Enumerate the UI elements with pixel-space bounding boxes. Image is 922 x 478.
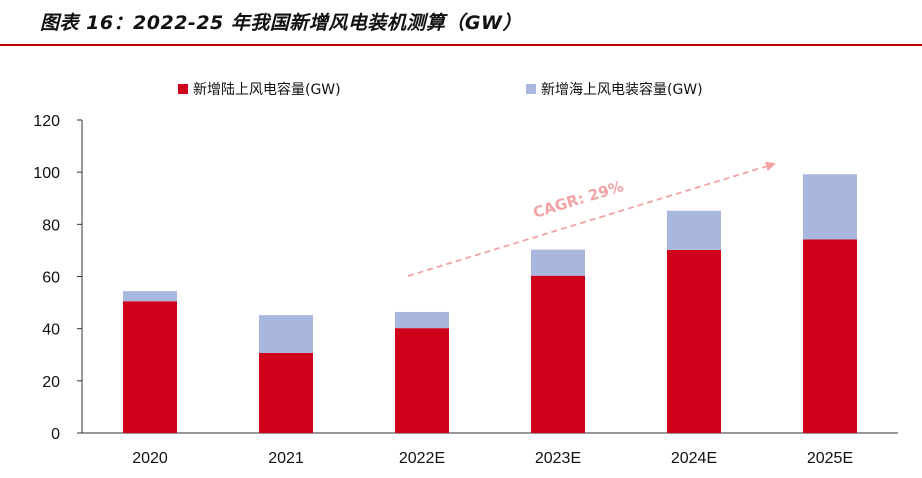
y-tick-label: 100 — [33, 165, 60, 182]
legend-label-onshore: 新增陆上风电容量(GW) — [193, 82, 341, 98]
bar-onshore-2021 — [259, 352, 313, 433]
legend-item-offshore: 新增海上风电装容量(GW) — [526, 79, 703, 99]
bar-onshore-2022E — [395, 328, 449, 433]
y-tick-label: 60 — [42, 270, 60, 287]
y-tick-label: 40 — [42, 322, 60, 339]
y-ticks: 0 20 40 60 80 100 120 — [33, 113, 82, 443]
legend-label-offshore: 新增海上风电装容量(GW) — [541, 82, 703, 98]
title-rule — [0, 44, 922, 46]
legend-item-onshore: 新增陆上风电容量(GW) — [178, 79, 341, 99]
x-tick-label: 2023E — [535, 450, 581, 467]
bar-onshore-2023E — [531, 275, 585, 433]
x-tick-label: 2021 — [268, 450, 304, 467]
bar-offshore-2020 — [123, 291, 177, 302]
y-tick-label: 20 — [42, 374, 60, 391]
bar-offshore-2021 — [259, 315, 313, 353]
cagr-arrow — [407, 161, 776, 277]
bars — [123, 174, 857, 433]
bar-offshore-2025E — [803, 174, 857, 240]
bar-offshore-2023E — [531, 249, 585, 276]
x-tick-label: 2025E — [807, 450, 853, 467]
x-tick-label: 2022E — [399, 450, 445, 467]
bar-offshore-2024E — [667, 210, 721, 250]
chart-legend: 新增陆上风电容量(GW) 新增海上风电装容量(GW) — [0, 79, 922, 99]
x-tick-label: 2020 — [132, 450, 168, 467]
cagr-label: CAGR: 29% — [531, 177, 626, 222]
bar-offshore-2022E — [395, 311, 449, 329]
legend-swatch-offshore — [526, 84, 536, 94]
bar-onshore-2020 — [123, 301, 177, 433]
legend-swatch-onshore — [178, 84, 188, 94]
x-ticks: 2020 2021 2022E 2023E 2024E 2025E — [132, 450, 853, 467]
y-tick-label: 120 — [33, 113, 60, 130]
figure-title: 图表 16：2022-25 年我国新增风电装机测算（GW） — [40, 12, 522, 34]
bar-onshore-2025E — [803, 239, 857, 433]
y-tick-label: 80 — [42, 217, 60, 234]
bar-onshore-2024E — [667, 249, 721, 433]
y-tick-label: 0 — [51, 426, 60, 443]
x-tick-label: 2024E — [671, 450, 717, 467]
